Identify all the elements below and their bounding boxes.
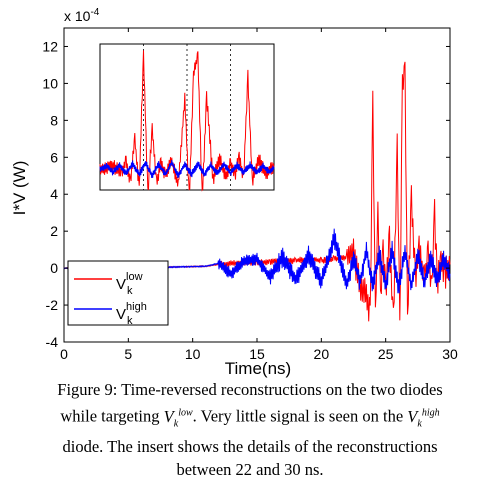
y-tick-label: 4 xyxy=(50,186,58,202)
chart: Vlow k Vhigh k 0 5 10 15 20 25 30 -4 -2 0 2 4 6 8 10 12 x … xyxy=(10,7,458,378)
exponent-power: -4 xyxy=(90,7,99,18)
legend-label-high: Vhigh k xyxy=(116,301,147,327)
legend: Vlow k Vhigh k xyxy=(67,260,169,327)
y-tick-label: 0 xyxy=(50,260,58,276)
x-tick-label: 5 xyxy=(124,346,132,362)
y-axis-label: I*V (W) xyxy=(10,161,29,216)
caption-line-3: diode. The insert shows the details of t… xyxy=(62,436,438,456)
legend-label-low: Vlow k xyxy=(116,271,143,297)
caption-line-2-pre: while targeting xyxy=(60,406,164,426)
figure-caption: Figure 9: Time-reversed reconstructions … xyxy=(10,378,490,481)
inset-plot xyxy=(99,43,275,192)
y-tick-label: -4 xyxy=(46,334,59,350)
var-low-base: V xyxy=(163,406,174,426)
y-tick-label: 10 xyxy=(42,75,58,91)
figure: Vlow k Vhigh k 0 5 10 15 20 25 30 -4 -2 0 2 4 6 8 10 12 x … xyxy=(10,7,458,378)
var-low-sub: k xyxy=(173,417,179,429)
exponent-base: x 10 xyxy=(64,8,91,24)
y-tick-label: 6 xyxy=(50,149,58,165)
x-tick-label: 0 xyxy=(60,346,68,362)
legend-box xyxy=(67,260,169,326)
inset-series-low xyxy=(99,50,275,192)
var-low-sup: low xyxy=(178,407,193,418)
x-axis-label: Time(ns) xyxy=(225,359,291,378)
inset-series-high xyxy=(99,160,275,179)
x-tick-label: 30 xyxy=(442,346,458,362)
var-high-sub: k xyxy=(417,417,422,429)
y-tick-label: 8 xyxy=(50,112,58,128)
x-tick-label: 10 xyxy=(185,346,201,362)
y-tick-label: -2 xyxy=(46,297,59,313)
x-tick-label: 25 xyxy=(378,346,394,362)
caption-line-2: while targeting Vklow. Very little signa… xyxy=(10,401,490,435)
var-v-k-high: Vkhigh xyxy=(407,406,440,429)
y-exponent-label: x 10-4 xyxy=(64,7,100,24)
var-high-base: V xyxy=(407,406,418,426)
var-v-k-low: Vklow xyxy=(163,406,193,429)
axis-ticks: 0 5 10 15 20 25 30 -4 -2 0 2 4 6 8 10 12 xyxy=(42,28,458,362)
caption-line-2-post: . Very little signal is seen on the xyxy=(192,406,408,426)
y-tick-label: 2 xyxy=(50,223,58,239)
x-tick-label: 20 xyxy=(314,346,330,362)
y-tick-label: 12 xyxy=(42,38,58,54)
x-tick-label: 15 xyxy=(249,346,265,362)
caption-line-1: Figure 9: Time-reversed reconstructions … xyxy=(57,380,443,399)
var-high-sup: high xyxy=(421,407,440,418)
caption-line-4: between 22 and 30 ns. xyxy=(176,459,324,479)
